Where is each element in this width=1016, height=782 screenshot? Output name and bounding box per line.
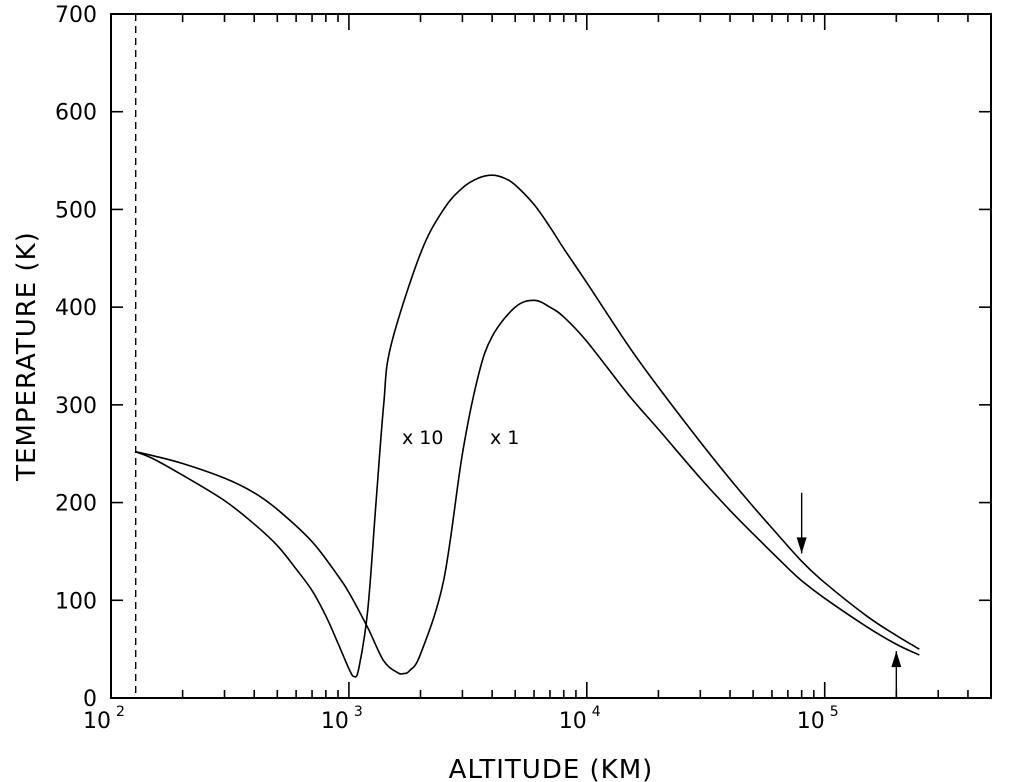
tick-labels: 0 100 200 300 400 500 600 700 10 2 10 3 10 4 10 5 (55, 3, 839, 734)
arrow-up-1 (891, 651, 902, 698)
x-tick-exp-1: 3 (354, 704, 363, 720)
x-tick-label-0: 10 2 (83, 704, 125, 734)
y-axis-title: TEMPERATURE (K) (12, 231, 42, 482)
tick-marks (111, 14, 991, 698)
y-tick-label-3: 300 (55, 394, 97, 419)
plot-frame (110, 13, 992, 699)
annotations (796, 492, 902, 698)
x-tick-label-1: 10 3 (321, 704, 363, 734)
x-tick-label-3: 10 5 (797, 704, 839, 734)
label-x10: x 10 (402, 427, 443, 449)
y-tick-label-5: 500 (55, 198, 97, 223)
arrow-head-1 (891, 651, 902, 668)
arrow-head-0 (796, 537, 807, 554)
y-tick-label-2: 200 (55, 492, 97, 517)
x-tick-exp-2: 4 (592, 704, 601, 720)
x-tick-label-2: 10 4 (559, 704, 601, 734)
y-tick-label-1: 100 (55, 589, 97, 614)
y-tick-label-6: 600 (55, 101, 97, 126)
x-tick-base-0: 10 (83, 709, 111, 734)
x-tick-base-1: 10 (321, 709, 349, 734)
y-tick-label-0: 0 (83, 687, 97, 712)
x-tick-exp-3: 5 (830, 704, 839, 720)
series-line-x10 (135, 174, 920, 678)
y-tick-label-4: 400 (55, 296, 97, 321)
arrow-down-0 (796, 492, 807, 554)
x-tick-base-2: 10 (559, 709, 587, 734)
x-axis-title: ALTITUDE (KM) (449, 755, 654, 782)
label-x1: x 1 (490, 427, 519, 449)
curves (134, 14, 920, 698)
series-line-x1 (135, 299, 920, 675)
x-tick-base-3: 10 (797, 709, 825, 734)
y-tick-label-7: 700 (55, 3, 97, 28)
x-tick-exp-0: 2 (116, 704, 125, 720)
